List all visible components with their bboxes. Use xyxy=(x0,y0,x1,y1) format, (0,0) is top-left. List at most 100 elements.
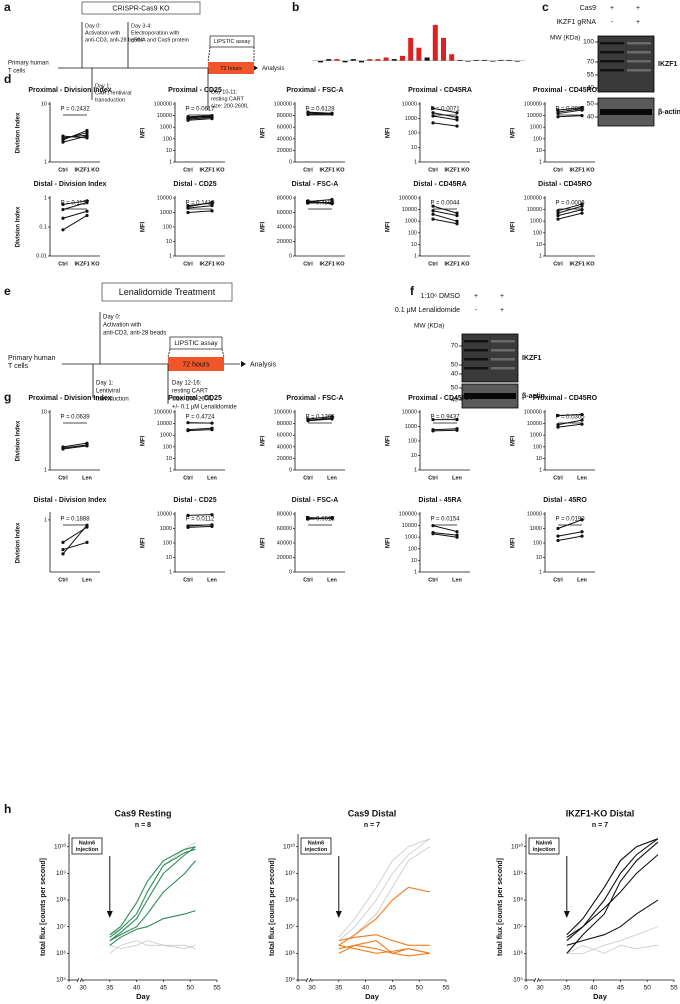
x-tick-label: 35 xyxy=(563,985,571,992)
x-tick-label: 30 xyxy=(308,985,316,992)
plot-title: Distal - CD45RO xyxy=(538,181,592,188)
data-point xyxy=(556,534,560,538)
series-line xyxy=(109,846,196,936)
series-line xyxy=(109,940,196,950)
y-tick-label: 100 xyxy=(163,224,172,230)
y-tick-label: 1000 xyxy=(160,210,172,216)
band xyxy=(600,60,624,63)
label: 50 xyxy=(451,362,459,369)
y-tick-label: 10⁹ xyxy=(513,870,523,877)
data-point xyxy=(306,111,310,115)
p-value: P = 0.0154 xyxy=(430,517,460,523)
data-point xyxy=(85,523,89,527)
pair-line xyxy=(557,519,583,529)
data-point xyxy=(85,136,89,140)
y-tick-label: 10⁸ xyxy=(56,897,66,904)
label: anti-CD3, anti-28 beads xyxy=(85,37,143,43)
bar xyxy=(400,55,405,61)
label: - xyxy=(611,19,614,26)
plot-title: Distal - CD25 xyxy=(173,181,216,188)
y-tick-label: 0 xyxy=(289,467,292,473)
y-tick-label: 60000 xyxy=(277,433,292,439)
y-tick-label: 10 xyxy=(536,456,542,462)
data-point xyxy=(455,535,459,539)
data-point xyxy=(306,200,310,204)
data-point xyxy=(455,214,459,218)
x-axis-label: Day xyxy=(136,992,151,1001)
data-point xyxy=(556,423,560,427)
p-value: P = 0.2432 xyxy=(60,107,90,113)
pair-line xyxy=(307,416,333,420)
band xyxy=(464,340,488,343)
x-tick-label: 50 xyxy=(187,985,195,992)
plot-title: Proximal - CD45RA xyxy=(408,395,472,402)
bar xyxy=(482,59,487,61)
assay-box xyxy=(209,35,255,48)
data-point xyxy=(556,108,560,112)
y-tick-label: 1 xyxy=(414,569,417,575)
data-point xyxy=(330,416,334,420)
pair-line xyxy=(62,445,88,450)
p-value: P = 0.1127 xyxy=(61,201,90,207)
pair-line xyxy=(62,135,88,143)
y-tick-label: 20000 xyxy=(277,555,292,561)
label: Day 1: xyxy=(95,83,111,89)
pair-line xyxy=(307,517,333,520)
plot-subtitle: n = 8 xyxy=(135,822,151,829)
data-point xyxy=(210,524,214,528)
label: Electroporation with xyxy=(131,30,179,36)
bar xyxy=(449,54,455,61)
x-tick-label: 50 xyxy=(644,985,652,992)
y-tick-label: 100000 xyxy=(154,409,172,415)
y-axis-label: MFI xyxy=(261,436,267,447)
data-point xyxy=(330,516,334,520)
series-line xyxy=(109,940,196,954)
data-point xyxy=(455,111,459,115)
y-tick-label: 10⁶ xyxy=(56,950,66,957)
y-tick-label: 100000 xyxy=(154,101,172,107)
plot-subtitle: n = 7 xyxy=(592,822,608,829)
y-tick-label: 10000 xyxy=(527,421,542,427)
data-point xyxy=(580,534,584,538)
plot-title: Proximal - CD25 xyxy=(168,395,222,402)
label: MW (KDa) xyxy=(414,323,444,330)
y-tick-label: 1 xyxy=(414,253,417,259)
y-axis-label: Division Index xyxy=(16,420,22,461)
y-tick-label: 10 xyxy=(411,145,417,151)
label: Day 0: xyxy=(85,23,101,29)
y-tick-label: 100 xyxy=(163,444,172,450)
rule xyxy=(308,977,312,983)
band xyxy=(600,42,624,45)
x-tick-label: 40 xyxy=(362,985,370,992)
y-tick-label: 1000 xyxy=(530,219,542,225)
bar xyxy=(473,59,479,61)
plot-title: Distal - CD25 xyxy=(173,497,216,504)
data-point xyxy=(186,513,190,518)
data-point xyxy=(431,114,435,118)
title-box xyxy=(81,1,201,15)
x-tick-label: 40 xyxy=(590,985,598,992)
data-point xyxy=(556,111,560,116)
pair-line xyxy=(432,533,458,538)
bar xyxy=(416,47,422,61)
plot-title: Cas9 Distal xyxy=(348,808,397,818)
y-tick-label: 10⁸ xyxy=(513,897,523,904)
y-tick-label: 10 xyxy=(411,242,417,248)
y-tick-label: 100000 xyxy=(399,195,417,201)
pair-line xyxy=(432,213,458,222)
y-tick-label: 10 xyxy=(536,555,542,561)
pair-line xyxy=(432,525,458,533)
x-tick-label: Ctrl xyxy=(553,475,563,481)
band xyxy=(491,367,515,370)
x-tick-label: Ctrl xyxy=(428,261,438,267)
pair-line xyxy=(432,107,458,114)
data-point xyxy=(431,532,435,536)
p-value: P = 0.0112 xyxy=(186,517,215,523)
y-axis-label: Division Index xyxy=(16,206,22,247)
bar xyxy=(432,24,438,61)
label: 40 xyxy=(587,85,595,92)
band xyxy=(464,358,488,361)
y-tick-label: 100 xyxy=(163,540,172,546)
y-tick-label: 1 xyxy=(44,467,47,473)
data-point xyxy=(210,200,214,204)
